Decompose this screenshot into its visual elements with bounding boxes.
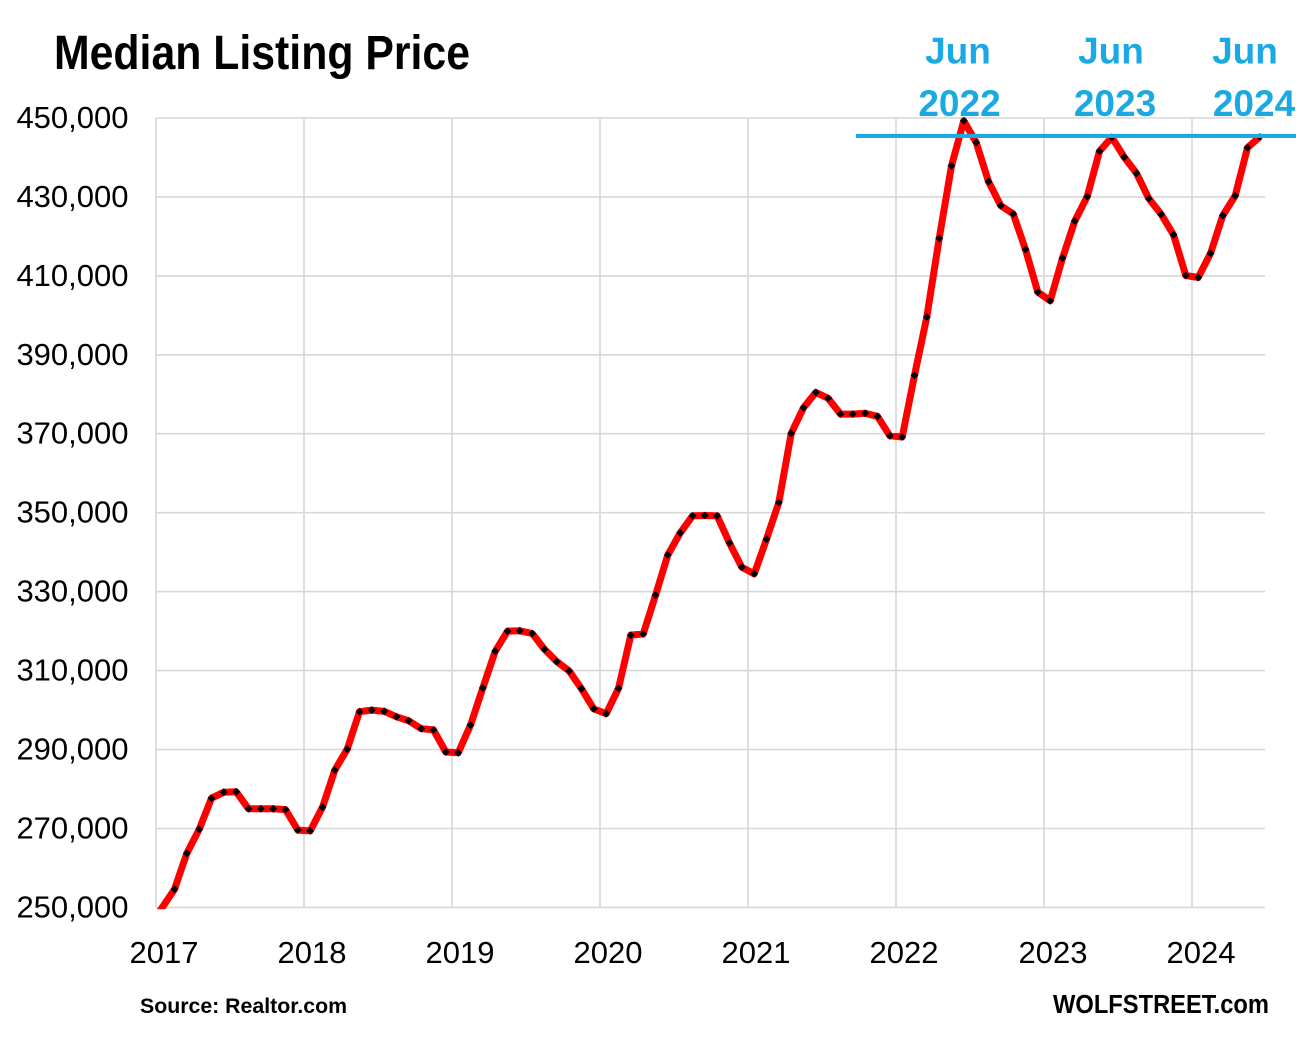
svg-text:2020: 2020 [574,935,643,970]
svg-text:Jun: Jun [925,31,991,72]
svg-text:Jun: Jun [1212,31,1278,72]
svg-text:410,000: 410,000 [16,258,128,293]
svg-text:310,000: 310,000 [16,653,128,688]
svg-text:450,000: 450,000 [16,100,128,135]
svg-text:2022: 2022 [870,935,939,970]
svg-text:Jun: Jun [1078,31,1144,72]
svg-text:2023: 2023 [1019,935,1088,970]
svg-text:WOLFSTREET.com: WOLFSTREET.com [1053,989,1269,1019]
svg-text:350,000: 350,000 [16,495,128,530]
svg-text:290,000: 290,000 [16,732,128,767]
svg-text:2024: 2024 [1167,935,1236,970]
svg-text:2018: 2018 [278,935,347,970]
svg-text:390,000: 390,000 [16,337,128,372]
svg-text:2024: 2024 [1213,83,1296,124]
svg-text:2019: 2019 [426,935,495,970]
svg-text:2021: 2021 [722,935,791,970]
svg-text:2023: 2023 [1074,83,1156,124]
svg-text:270,000: 270,000 [16,811,128,846]
svg-text:250,000: 250,000 [16,889,128,924]
svg-text:430,000: 430,000 [16,179,128,214]
svg-text:2022: 2022 [918,83,1000,124]
svg-text:330,000: 330,000 [16,574,128,609]
svg-text:370,000: 370,000 [16,416,128,451]
svg-text:Source: Realtor.com: Source: Realtor.com [140,994,347,1018]
svg-text:Median Listing Price: Median Listing Price [54,27,470,80]
svg-text:2017: 2017 [130,935,199,970]
